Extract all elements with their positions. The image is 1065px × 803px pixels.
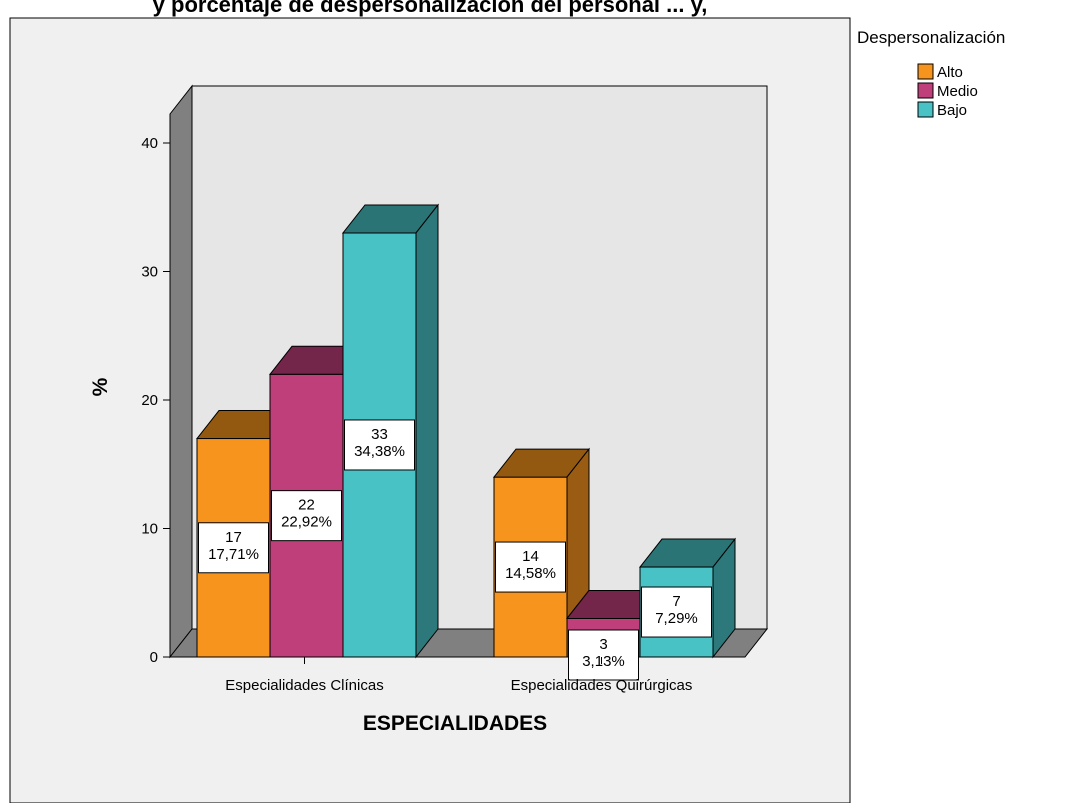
legend-swatch-alto (917, 63, 934, 80)
data-label: 22 (298, 497, 315, 514)
bar-side (712, 537, 736, 659)
data-label: 34,38% (354, 443, 405, 460)
y-axis: 0 10 20 30 40 (141, 114, 171, 666)
x-axis-title: ESPECIALIDADES (363, 712, 547, 735)
legend-label-medio: Medio (937, 83, 978, 100)
legend-title: Despersonalización (857, 28, 1005, 47)
data-label: 33 (371, 426, 388, 443)
legend: Despersonalización Alto Medio Bajo (857, 28, 1005, 119)
side-wall (169, 84, 193, 659)
data-label: 7 (672, 593, 680, 610)
bar-side (415, 203, 439, 659)
data-label-box (568, 629, 639, 681)
data-label-box (198, 522, 269, 574)
chart-title: y porcentaje de despersonalización del p… (153, 0, 708, 17)
legend-label-bajo: Bajo (937, 102, 967, 119)
category-label: Especialidades Clínicas (225, 677, 383, 694)
data-label-box (495, 541, 566, 593)
y-tick-label: 10 (141, 521, 158, 538)
legend-swatch-medio (917, 82, 934, 99)
data-label: 17,71% (208, 546, 259, 563)
data-label: 17 (225, 529, 242, 546)
y-tick-label: 40 (141, 135, 158, 152)
data-label: 3,13% (582, 653, 625, 670)
x-axis: Especialidades Clínicas Especialidades Qu… (225, 657, 692, 694)
data-label: 3 (599, 636, 607, 653)
data-label: 14,58% (505, 565, 556, 582)
y-tick-label: 0 (150, 649, 158, 666)
data-label-box (641, 586, 712, 638)
legend-swatch-bajo (917, 101, 934, 118)
category-label: Especialidades Quirúrgicas (511, 677, 693, 694)
y-tick-label: 20 (141, 392, 158, 409)
y-axis-title: % (89, 377, 112, 396)
data-label-box (271, 490, 342, 542)
data-label: 7,29% (655, 610, 698, 627)
bar-side (566, 447, 590, 620)
data-label-box (344, 419, 415, 471)
data-label: 22,92% (281, 514, 332, 531)
data-label: 14 (522, 548, 539, 565)
legend-label-alto: Alto (937, 64, 963, 81)
y-tick-label: 30 (141, 264, 158, 281)
